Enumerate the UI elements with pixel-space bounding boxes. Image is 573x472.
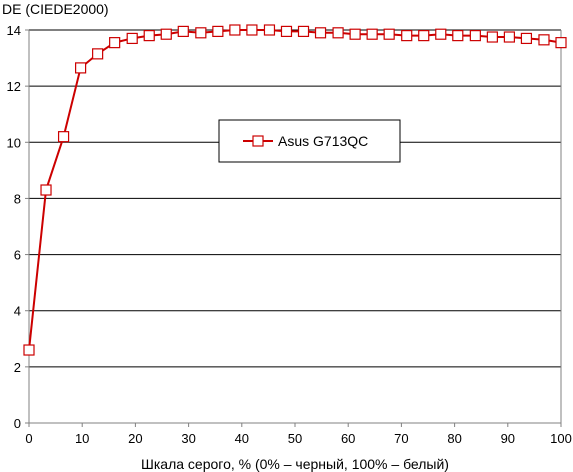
data-point [143, 30, 155, 42]
x-tick-label: 100 [550, 431, 572, 446]
legend: Asus G713QC [218, 119, 401, 163]
data-point [229, 24, 241, 36]
data-point [263, 24, 276, 36]
data-point [177, 25, 189, 38]
data-point [195, 27, 207, 39]
data-point [520, 32, 533, 45]
data-point [503, 31, 515, 43]
series-layer [23, 24, 567, 356]
x-tick-label: 80 [447, 431, 461, 446]
data-point [366, 28, 378, 40]
y-tick-label: 10 [7, 135, 21, 150]
x-tick-label: 30 [181, 431, 195, 446]
data-point [555, 37, 567, 49]
x-tick-label: 60 [341, 431, 355, 446]
y-tick-label: 6 [14, 248, 21, 263]
data-point [297, 25, 310, 38]
data-point [349, 28, 361, 40]
data-point [109, 37, 121, 49]
data-point [92, 48, 104, 60]
data-point [538, 34, 550, 46]
y-tick-label: 14 [7, 23, 21, 38]
x-tick-label: 50 [288, 431, 302, 446]
data-point [486, 31, 498, 43]
data-point [57, 131, 70, 143]
y-tick-label: 0 [14, 416, 21, 431]
data-point [246, 24, 258, 36]
data-point [280, 25, 293, 38]
x-tick-label: 70 [394, 431, 408, 446]
data-point [332, 27, 344, 39]
x-tick-label: 20 [128, 431, 142, 446]
x-tick-label: 10 [75, 431, 89, 446]
data-point [160, 28, 172, 40]
data-point [469, 30, 481, 42]
data-point [75, 62, 87, 74]
y-tick-label: 4 [14, 304, 21, 319]
legend-marker [252, 135, 264, 147]
x-tick-label: 90 [501, 431, 515, 446]
data-point [383, 28, 395, 40]
y-tick-label: 2 [14, 360, 21, 375]
data-point [23, 344, 35, 356]
y-axis-label: DE (CIEDE2000) [2, 1, 109, 17]
gridlines [29, 29, 561, 368]
data-point [418, 30, 430, 42]
data-point [435, 28, 447, 40]
data-point [212, 25, 224, 38]
data-point [452, 30, 464, 42]
y-tick-label: 12 [7, 79, 21, 94]
x-axis-label: Шкала серого, % (0% – черный, 100% – бел… [141, 456, 449, 472]
data-point [314, 27, 327, 39]
x-tick-label: 0 [25, 431, 32, 446]
axes: 0 2 4 6 8 10 12 14 0 10 20 30 40 50 60 70 80 90 100 [7, 23, 572, 446]
data-point [126, 32, 138, 45]
legend-label: Asus G713QC [278, 133, 368, 149]
x-tick-label: 40 [235, 431, 249, 446]
data-point [40, 184, 52, 196]
y-tick-label: 8 [14, 191, 21, 206]
data-point [401, 30, 413, 42]
